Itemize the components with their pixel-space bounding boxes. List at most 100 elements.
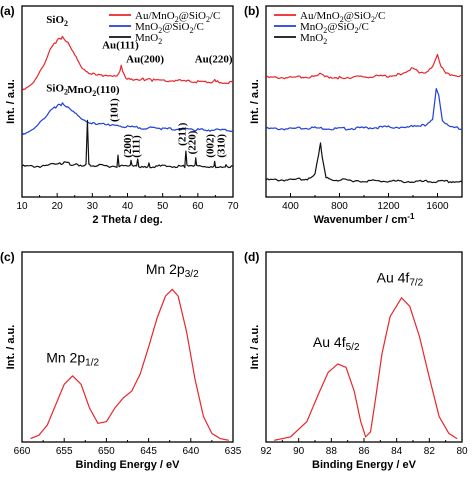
plot-frame	[265, 251, 463, 443]
annotation-label-part: (310)	[216, 134, 228, 158]
annotation-label-part: SiO	[46, 82, 64, 94]
y-axis-title: Int. / a.u.	[249, 325, 261, 370]
legend-entry-part: MnO	[135, 32, 158, 44]
annotation-label: SiO2	[46, 14, 68, 28]
annotation-label: Au 4f5/2	[313, 334, 360, 353]
x-tick-label: 70	[227, 201, 239, 212]
annotation-label-part: Au(111)	[102, 40, 139, 52]
legend-entry-part: @SiO	[344, 10, 371, 22]
legend-entry-part: MnO	[300, 21, 323, 33]
legend-entry-part: MnO	[300, 32, 323, 44]
x-axis-title-text: 2 Theta / deg.	[92, 214, 162, 226]
legend-entry: Au/MnO2@SiO2/C	[135, 10, 220, 24]
annotation-label-part: 1/2	[85, 357, 99, 368]
legend-entry: MnO2@SiO2/C	[300, 21, 369, 35]
annotation-label: (310)	[216, 134, 228, 158]
legend-entry: Au/MnO2@SiO2/C	[300, 10, 385, 24]
x-tick-label: 800	[331, 201, 348, 212]
x-tick-label: 20	[52, 201, 64, 212]
annotation-label: MnO2(110)	[67, 84, 120, 98]
annotation-label: Mn 2p1/2	[46, 349, 99, 368]
annotation-label-part: Au(220)	[195, 53, 233, 65]
series-line-1	[22, 102, 233, 136]
annotation-label: SiO2	[46, 82, 68, 96]
series-line-0	[274, 297, 458, 441]
y-axis-title: Int. / a.u.	[5, 79, 17, 124]
x-tick-label: 82	[424, 446, 436, 457]
annotation-label-part: Au 4f	[377, 270, 410, 286]
x-axis-title-text: Binding Energy / eV	[76, 459, 181, 471]
annotation-label: Au(220)	[195, 53, 233, 65]
legend-entry-part: @SiO	[327, 21, 354, 33]
x-axis-title: Binding Energy / eV	[312, 459, 417, 471]
legend-entry: MnO2	[135, 32, 162, 46]
x-tick-label: 84	[391, 446, 403, 457]
annotation-label-part: MnO	[67, 84, 93, 96]
x-tick-label: 30	[87, 201, 99, 212]
x-tick-label: 660	[14, 446, 31, 457]
x-axis-title-text: Binding Energy / eV	[312, 459, 417, 471]
annotation-label-part: (101)	[109, 98, 121, 122]
legend-entry-part: Au/MnO	[300, 10, 340, 22]
x-axis-title-text: Wavenumber / cm	[314, 214, 408, 226]
x-tick-label: 1200	[377, 201, 400, 212]
x-tick-label: 92	[260, 446, 272, 457]
annotation-label-part: 2	[92, 89, 96, 98]
annotation-label-part: (200)	[122, 134, 134, 158]
annotation-label: (211)	[177, 122, 189, 146]
plot-frame	[265, 5, 463, 198]
annotation-label-part: SiO	[46, 14, 64, 26]
panel-b: 400 800 1200 1600 Wavenumber / cm-1 Int. / a.…	[244, 4, 463, 226]
panel-label: (d)	[244, 250, 259, 264]
annotation-label: (111)	[130, 135, 142, 158]
legend-entry-part: 2	[158, 26, 162, 35]
legend-entry-part: 2	[323, 26, 327, 35]
x-tick-label: 645	[140, 446, 157, 457]
x-axis-title-sup: -1	[407, 212, 415, 221]
plot-frame	[21, 5, 234, 198]
annotation-label: (002)	[205, 134, 217, 158]
x-tick-label: 400	[282, 201, 299, 212]
legend-entry-part: 2	[340, 15, 344, 24]
legend-entry-part: /C	[210, 10, 220, 22]
panel-label: (c)	[0, 250, 15, 264]
annotation-label-part: (220)	[187, 130, 199, 154]
legend-entry-part: 2	[158, 37, 162, 46]
annotation-label: Au 4f7/2	[377, 270, 424, 289]
panel-label: (a)	[0, 4, 15, 18]
y-axis-title: Int. / a.u.	[5, 325, 17, 370]
panel-d: 92 90 88 86 84 82 80 Binding Energy / eV Int. / …	[244, 250, 468, 471]
annotation-label: (220)	[187, 130, 199, 154]
legend-entry-part: 2	[371, 15, 375, 24]
annotation-label-part: (111)	[130, 135, 142, 158]
annotation-label-part: (211)	[177, 122, 189, 146]
annotation-label-part: 3/2	[185, 269, 199, 280]
annotation-label: Au(111)	[102, 40, 139, 52]
legend-entry: MnO2	[300, 32, 327, 46]
legend-entry-part: /C	[375, 10, 385, 22]
legend-entry: MnO2@SiO2/C	[135, 21, 204, 35]
annotation-label: Au(200)	[126, 53, 164, 65]
panel-label: (b)	[244, 4, 259, 18]
series-line-0	[266, 53, 462, 80]
annotation-label-part: Au(200)	[126, 53, 164, 65]
panel-a: 10 20 30 40 50 60 70 2 Theta / deg. Int. / a.u. (…	[0, 4, 239, 226]
x-axis-title: Binding Energy / eV	[76, 459, 181, 471]
x-tick-label: 1600	[426, 201, 449, 212]
x-tick-label: 40	[122, 201, 134, 212]
series-line-2	[22, 119, 233, 169]
legend-entry-part: 2	[323, 37, 327, 46]
x-axis-title: 2 Theta / deg.	[92, 214, 162, 226]
x-tick-label: 88	[326, 446, 338, 457]
legend-entry-part: 2	[206, 15, 210, 24]
annotation-label-part: Mn 2p	[46, 349, 85, 365]
legend-entry-part: 2	[175, 15, 179, 24]
legend-entry-part: @SiO	[179, 10, 206, 22]
annotation-label-part: 2	[64, 87, 68, 96]
x-tick-label: 635	[225, 446, 242, 457]
annotation-label-part: 5/2	[346, 342, 360, 353]
x-tick-label: 50	[157, 201, 169, 212]
x-axis-title: Wavenumber / cm-1	[314, 212, 415, 226]
annotation-label-part: 2	[64, 19, 68, 28]
